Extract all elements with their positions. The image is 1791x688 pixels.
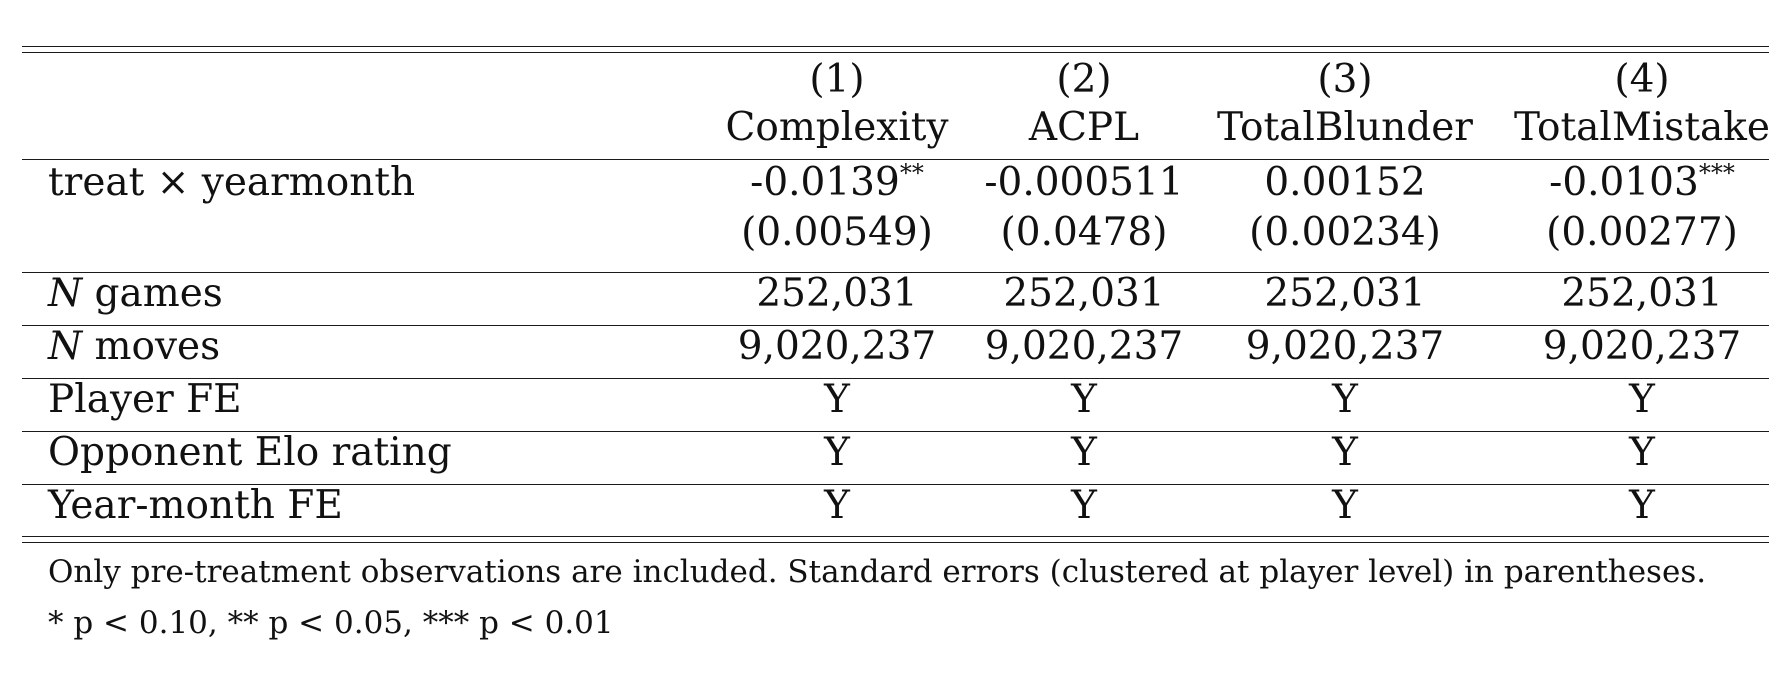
n-games-1: 252,031 bbox=[756, 271, 918, 316]
row-rule-3 bbox=[22, 431, 1769, 432]
coef-value-2: -0.000511 bbox=[984, 160, 1184, 205]
opponent-elo-1: Y bbox=[824, 430, 850, 475]
n-games-4: 252,031 bbox=[1561, 271, 1723, 316]
row-label-n-moves-italic: N bbox=[48, 324, 83, 369]
row-rule-2 bbox=[22, 378, 1769, 379]
col-name-4: TotalMistake bbox=[1514, 105, 1770, 150]
coef-4: -0.0103*** bbox=[1512, 159, 1772, 209]
row-rule-1 bbox=[22, 325, 1769, 326]
col-name-1: Complexity bbox=[725, 105, 949, 150]
coef-stars-4: *** bbox=[1698, 159, 1735, 187]
col-number-3: (3) bbox=[1317, 57, 1373, 102]
year-month-fe-1: Y bbox=[824, 483, 850, 528]
coef-value-1: -0.0139 bbox=[750, 160, 900, 205]
opponent-elo-2: Y bbox=[1071, 430, 1097, 475]
player-fe-3: Y bbox=[1332, 377, 1358, 422]
coef-2: -0.000511 bbox=[954, 161, 1214, 209]
coef-stars-1: ** bbox=[899, 159, 924, 187]
top-rule bbox=[22, 46, 1769, 47]
row-label-n-games-italic: N bbox=[48, 271, 83, 316]
col-name-3: TotalBlunder bbox=[1217, 105, 1473, 150]
year-month-fe-2: Y bbox=[1071, 483, 1097, 528]
coef-value-3: 0.00152 bbox=[1264, 160, 1426, 205]
se-3: (0.00234) bbox=[1249, 210, 1441, 255]
col-number-4: (4) bbox=[1614, 57, 1670, 102]
bottom-rule-second bbox=[22, 542, 1769, 543]
row-label-year-month-fe: Year-month FE bbox=[48, 483, 343, 528]
player-fe-1: Y bbox=[824, 377, 850, 422]
row-label-opponent-elo: Opponent Elo rating bbox=[48, 430, 452, 475]
coef-1: -0.0139** bbox=[707, 159, 967, 209]
col-name-2: ACPL bbox=[1028, 105, 1140, 150]
bottom-rule bbox=[22, 536, 1769, 537]
year-month-fe-3: Y bbox=[1332, 483, 1358, 528]
row-label-player-fe: Player FE bbox=[48, 377, 242, 422]
row-label-n-games-text: games bbox=[82, 271, 223, 316]
n-games-3: 252,031 bbox=[1264, 271, 1426, 316]
row-label-n-games: N games bbox=[48, 272, 223, 316]
n-moves-1: 9,020,237 bbox=[737, 324, 937, 369]
year-month-fe-4: Y bbox=[1629, 483, 1655, 528]
n-games-2: 252,031 bbox=[1003, 271, 1165, 316]
header-rule bbox=[22, 159, 1769, 160]
se-1: (0.00549) bbox=[741, 210, 933, 255]
n-moves-3: 9,020,237 bbox=[1245, 324, 1445, 369]
se-2: (0.0478) bbox=[1000, 210, 1168, 255]
col-number-1: (1) bbox=[809, 57, 865, 102]
player-fe-4: Y bbox=[1629, 377, 1655, 422]
col-number-2: (2) bbox=[1056, 57, 1112, 102]
row-rule-4 bbox=[22, 484, 1769, 485]
treat-row-label: treat × yearmonth bbox=[48, 160, 416, 205]
opponent-elo-4: Y bbox=[1629, 430, 1655, 475]
table-note-significance: * p < 0.10, ** p < 0.05, *** p < 0.01 bbox=[48, 605, 614, 641]
row-label-n-moves-text: moves bbox=[82, 324, 221, 369]
n-moves-4: 9,020,237 bbox=[1542, 324, 1742, 369]
body-rule bbox=[22, 272, 1769, 273]
row-label-n-moves: N moves bbox=[48, 325, 220, 369]
coef-value-4: -0.0103 bbox=[1549, 160, 1699, 205]
coef-3: 0.00152 bbox=[1215, 161, 1475, 209]
top-rule-second bbox=[22, 52, 1769, 53]
n-moves-2: 9,020,237 bbox=[984, 324, 1184, 369]
opponent-elo-3: Y bbox=[1332, 430, 1358, 475]
player-fe-2: Y bbox=[1071, 377, 1097, 422]
table-note-se: Only pre-treatment observations are incl… bbox=[48, 554, 1707, 590]
se-4: (0.00277) bbox=[1546, 210, 1738, 255]
